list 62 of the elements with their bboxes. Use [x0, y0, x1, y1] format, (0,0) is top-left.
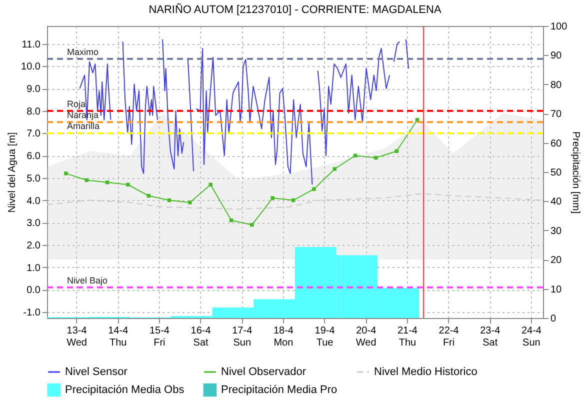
- legend-label: Precipitación Media Obs: [65, 384, 185, 396]
- y2-tick-label: 80: [550, 80, 562, 91]
- point: [250, 222, 254, 227]
- y2-tick-label: 40: [550, 196, 562, 208]
- point: [208, 182, 212, 186]
- x-tick-label: 15-4 Fri: [149, 326, 170, 348]
- y2-tick-label: 20: [550, 255, 562, 266]
- point: [270, 196, 274, 200]
- x-tick-label: 16-4 Sat: [190, 326, 212, 348]
- y-tick-label: 7.0: [26, 128, 41, 140]
- x-tick-label: 19-4 Tue: [314, 326, 336, 348]
- legend-label: Nivel Observador: [221, 366, 306, 378]
- x-tick-label: 21-4 Thu: [397, 326, 418, 348]
- y-tick-label: 11.0: [22, 39, 41, 50]
- point: [146, 194, 150, 198]
- point: [126, 182, 130, 186]
- x-tick-label: 17-4 Sun: [232, 326, 253, 348]
- point: [353, 154, 358, 158]
- point: [374, 156, 378, 160]
- legend-label: Nivel Medio Historico: [374, 366, 478, 378]
- y-axis-title: Nivel del Agua [m]: [7, 132, 18, 213]
- y-tick-label: 5.0: [26, 173, 41, 184]
- chart-title: NARIÑO AUTOM [21237010] - CORRIENTE: MAGDALENA: [148, 3, 442, 16]
- ref-line-label: Nivel Bajo: [67, 275, 108, 286]
- point: [394, 149, 398, 153]
- point: [84, 178, 88, 182]
- y2-tick-label: 30: [550, 226, 562, 237]
- x-tick-label: 18-4 Mon: [273, 326, 294, 348]
- y-tick-label: 10.0: [21, 62, 41, 73]
- point: [332, 167, 336, 171]
- y2-tick-label: 10: [550, 284, 562, 296]
- point: [64, 172, 68, 176]
- x-tick-label: 22-4 Fri: [438, 326, 460, 348]
- y2-tick-label: 90: [550, 50, 562, 62]
- point: [312, 187, 316, 191]
- ref-line-label: Maximo: [67, 46, 99, 57]
- x-tick-label: 14-4 Thu: [108, 326, 129, 348]
- y-tick-label: 4.0: [26, 196, 41, 207]
- point: [188, 200, 192, 204]
- ref-line-label: Amarilla: [67, 121, 100, 132]
- y-tick-label: 6.0: [26, 151, 41, 162]
- y-tick-label: 9.0: [26, 84, 41, 96]
- y2-axis-title: Precipitación [mm]: [570, 131, 582, 214]
- x-tick-label: 13-4 Wed: [66, 326, 88, 348]
- y-tick-label: 1.0: [26, 262, 41, 274]
- y2-tick-label: 60: [550, 138, 562, 150]
- x-tick-label: 24-4 Sun: [521, 326, 542, 348]
- y2-tick-label: 0: [550, 314, 556, 324]
- y2-tick-label: 70: [550, 109, 562, 120]
- y-tick-label: -1.0: [23, 307, 41, 318]
- legend-label: Nivel Sensor: [65, 366, 128, 378]
- x-tick-label: 20-4 Wed: [356, 326, 377, 348]
- y2-tick-label: 50: [550, 168, 562, 178]
- y-tick-label: 3.0: [26, 218, 41, 230]
- y-tick-label: 2.0: [26, 240, 41, 252]
- y2-tick-label: 100: [550, 22, 568, 32]
- point: [105, 180, 110, 184]
- ref-line-label: Roja: [67, 98, 86, 109]
- y-tick-label: 8.0: [26, 106, 41, 118]
- y-tick-label: 0.0: [26, 285, 41, 296]
- x-tick-label: 23-4 Sat: [480, 326, 501, 348]
- legend-label: Precipitación Media Pro: [221, 384, 338, 396]
